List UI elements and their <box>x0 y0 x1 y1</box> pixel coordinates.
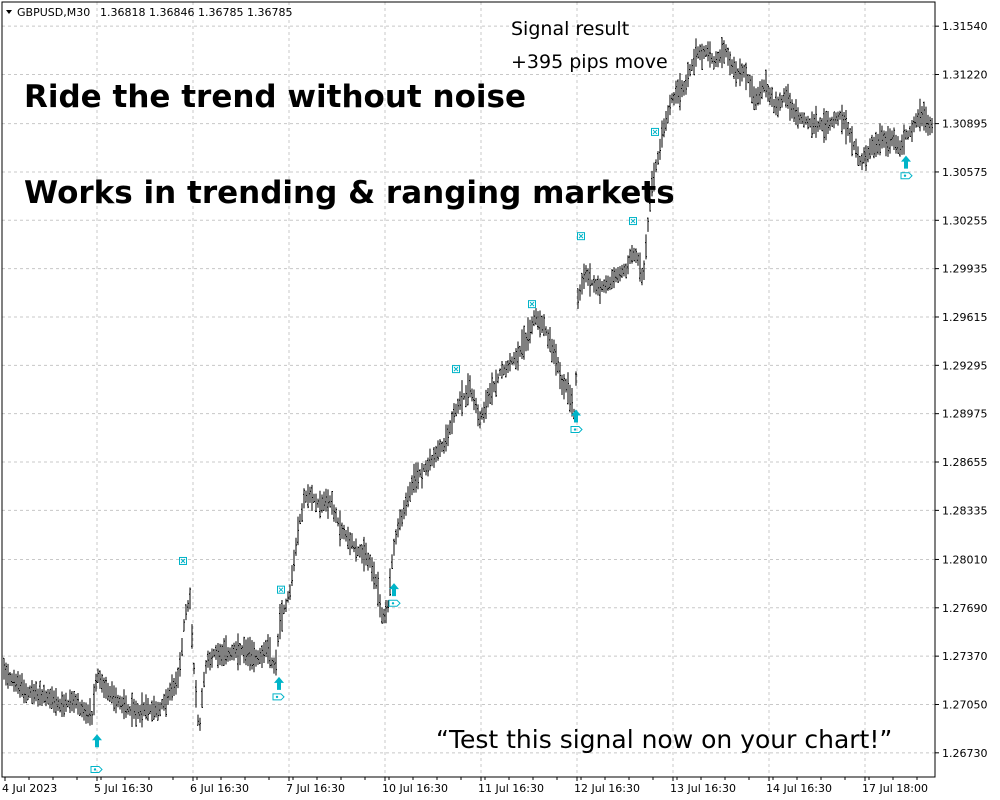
x-tick-label: 12 Jul 16:30 <box>574 782 640 795</box>
entry-tag-dot <box>573 428 577 431</box>
entry-tag-dot <box>275 695 279 699</box>
entry-tag-dot <box>93 768 97 771</box>
exit-marker-icon <box>629 217 637 226</box>
signal-result-value: +395 pips move <box>511 51 668 73</box>
y-tick-label: 1.29935 <box>942 263 988 276</box>
axes <box>1 1 936 778</box>
cta-quote: “Test this signal now on your chart!” <box>436 725 892 754</box>
headline-1: Ride the trend without noise <box>24 79 526 115</box>
symbol-label: GBPUSD,M30 <box>17 6 90 19</box>
exit-marker-icon <box>577 232 585 241</box>
x-tick-label: 6 Jul 16:30 <box>190 782 249 795</box>
y-tick-label: 1.30255 <box>942 214 988 227</box>
exit-marker-cross <box>652 129 658 135</box>
entry-tag-icon <box>570 426 583 434</box>
exit-marker-icon <box>528 300 536 309</box>
entry-tag-icon <box>90 765 103 773</box>
entry-tag-icon <box>388 599 401 607</box>
exit-marker-icon <box>452 365 460 374</box>
x-tick-label: 17 Jul 18:00 <box>862 782 928 795</box>
y-tick-label: 1.31540 <box>942 20 988 33</box>
buy-arrow-icon <box>389 583 399 597</box>
entry-tag-icon <box>900 172 913 180</box>
x-tick-label: 13 Jul 16:30 <box>670 782 736 795</box>
buy-arrow-icon <box>274 676 284 690</box>
exit-marker-icon <box>179 556 187 565</box>
y-tick-label: 1.27370 <box>942 650 988 663</box>
ohlc-values: 1.36818 1.36846 1.36785 1.36785 <box>100 6 292 19</box>
exit-marker-cross <box>278 587 284 593</box>
y-tick-label: 1.27050 <box>942 698 988 711</box>
y-tick-label: 1.27690 <box>942 602 988 615</box>
y-tick-label: 1.28010 <box>942 553 988 566</box>
y-tick-label: 1.29295 <box>942 359 988 372</box>
plot-border <box>1 1 936 778</box>
y-tick-label: 1.26730 <box>942 747 988 760</box>
signal-result-title: Signal result <box>511 18 629 40</box>
y-tick-label: 1.30895 <box>942 118 988 131</box>
buy-arrow-icon <box>571 409 581 423</box>
x-tick-label: 4 Jul 2023 <box>2 782 57 795</box>
exit-marker-cross <box>578 233 584 239</box>
y-tick-label: 1.28655 <box>942 456 988 469</box>
y-tick-label: 1.30575 <box>942 166 988 179</box>
price-bars <box>3 37 933 731</box>
entry-tag-icon <box>272 693 285 701</box>
exit-marker-icon <box>651 127 659 136</box>
buy-arrow-icon <box>92 734 102 748</box>
headline-2: Works in trending & ranging markets <box>24 175 675 211</box>
x-tick-label: 10 Jul 16:30 <box>382 782 448 795</box>
y-axis-labels: 1.31540 1.31220 1.30895 1.30575 1.30255 1.299… <box>935 20 988 760</box>
entry-tag-dot <box>903 174 907 177</box>
exit-marker-cross <box>630 218 636 224</box>
x-tick-label: 14 Jul 16:30 <box>766 782 832 795</box>
y-tick-label: 1.28335 <box>942 504 988 517</box>
collapse-triangle-icon[interactable] <box>6 10 12 14</box>
exit-marker-icon <box>277 585 285 594</box>
exit-marker-cross <box>180 558 186 564</box>
x-tick-label: 11 Jul 16:30 <box>478 782 544 795</box>
exit-marker-cross <box>529 301 535 307</box>
y-tick-label: 1.29615 <box>942 311 988 324</box>
x-tick-label: 7 Jul 16:30 <box>286 782 345 795</box>
x-axis-labels: 4 Jul 2023 5 Jul 16:30 6 Jul 16:30 7 Jul 16… <box>2 777 928 795</box>
x-tick-label: 5 Jul 16:30 <box>94 782 153 795</box>
exit-marker-cross <box>453 366 459 372</box>
entry-tag-dot <box>391 602 395 605</box>
y-tick-label: 1.31220 <box>942 69 988 82</box>
buy-arrow-icon <box>901 155 911 169</box>
y-tick-label: 1.28975 <box>942 408 988 421</box>
signal-markers <box>90 127 913 773</box>
